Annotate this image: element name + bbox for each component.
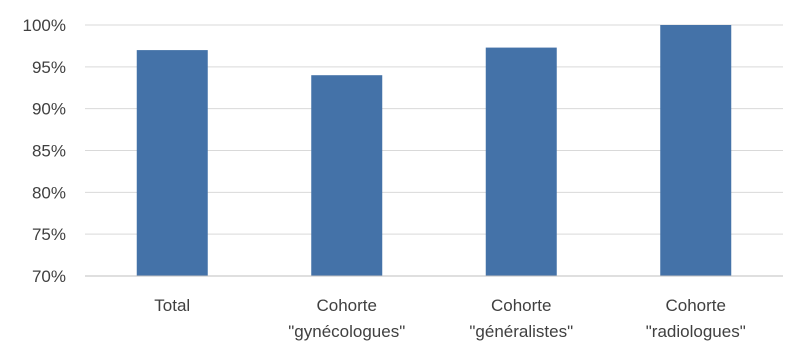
y-tick-label: 90% — [32, 100, 66, 119]
y-tick-label: 70% — [32, 267, 66, 286]
x-tick-label: Total — [154, 296, 190, 315]
x-tick-label: Cohorte — [666, 296, 726, 315]
bar — [311, 75, 383, 276]
x-tick-label: "gynécologues" — [288, 322, 405, 341]
bar — [485, 47, 557, 277]
bar — [660, 25, 732, 276]
y-tick-label: 75% — [32, 225, 66, 244]
y-tick-label: 100% — [23, 16, 66, 35]
bars — [136, 25, 732, 277]
bar — [136, 50, 208, 276]
x-tick-label: Cohorte — [491, 296, 551, 315]
x-tick-label: Cohorte — [317, 296, 377, 315]
x-tick-label: "généralistes" — [469, 322, 573, 341]
y-tick-label: 95% — [32, 58, 66, 77]
y-axis-tick-labels: 70% 75% 80% 85% 90% 95% 100% — [23, 16, 66, 286]
x-axis-category-labels: Total Cohorte "gynécologues" Cohorte "généra… — [154, 296, 745, 341]
x-tick-label: "radiologues" — [646, 322, 746, 341]
y-tick-label: 85% — [32, 142, 66, 161]
y-tick-label: 80% — [32, 183, 66, 202]
